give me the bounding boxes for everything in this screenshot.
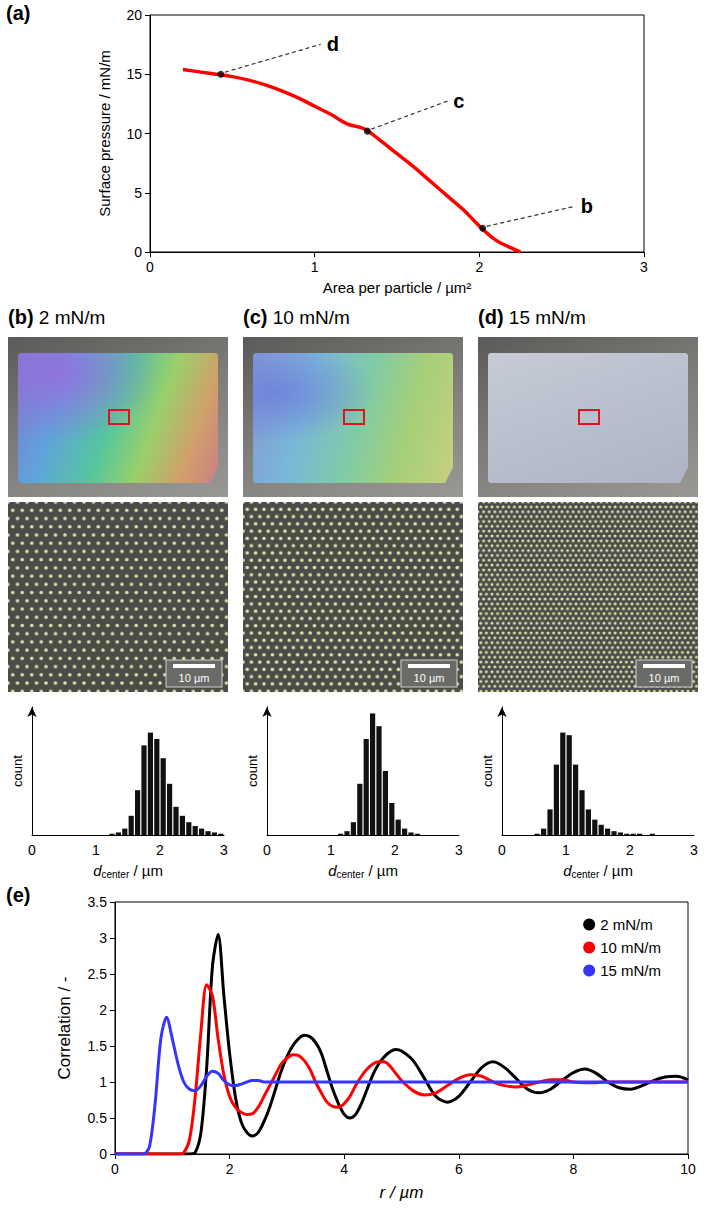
svg-text:0: 0	[498, 842, 506, 858]
svg-text:d: d	[563, 861, 572, 879]
svg-text:2: 2	[391, 842, 399, 858]
svg-text:count: count	[480, 755, 495, 787]
svg-text:8: 8	[570, 1161, 578, 1177]
svg-text:10 mN/m: 10 mN/m	[600, 939, 661, 956]
svg-text:3: 3	[99, 930, 107, 946]
svg-text:Area per particle / µm²: Area per particle / µm²	[323, 279, 472, 296]
svg-text:1: 1	[311, 259, 319, 275]
svg-text:10: 10	[126, 126, 142, 142]
svg-text:0: 0	[134, 244, 142, 260]
svg-text:count: count	[10, 755, 25, 787]
svg-text:0: 0	[28, 842, 36, 858]
svg-text:1: 1	[99, 1074, 107, 1090]
svg-text:d: d	[327, 33, 339, 55]
svg-text:3: 3	[640, 259, 648, 275]
html-text:(a): (a)	[6, 2, 31, 24]
svg-text:1: 1	[92, 842, 100, 858]
svg-text:0.5: 0.5	[88, 1110, 108, 1126]
svg-text:20: 20	[126, 7, 142, 23]
html-text:(c) 10 mN/m: (c) 10 mN/m	[243, 306, 350, 328]
svg-text:center: center	[336, 869, 364, 880]
svg-text:15: 15	[126, 66, 142, 82]
svg-text:2 mN/m: 2 mN/m	[600, 916, 653, 933]
html-text:(d) 15 mN/m: (d) 15 mN/m	[478, 306, 586, 328]
svg-text:0: 0	[146, 259, 154, 275]
svg-text:Surface pressure / mN/m: Surface pressure / mN/m	[96, 50, 113, 217]
svg-text:2: 2	[626, 842, 634, 858]
html-text:(b) 2 mN/m: (b) 2 mN/m	[8, 306, 106, 328]
svg-text:3: 3	[455, 842, 463, 858]
svg-text:r / µm: r / µm	[380, 1183, 424, 1202]
svg-text:10: 10	[680, 1161, 696, 1177]
svg-text:center: center	[571, 869, 599, 880]
svg-text:2: 2	[156, 842, 164, 858]
svg-text:c: c	[453, 90, 464, 112]
svg-text:/ µm: / µm	[129, 862, 163, 879]
svg-text:3: 3	[220, 842, 228, 858]
svg-text:2: 2	[99, 1002, 107, 1018]
svg-text:d: d	[93, 861, 102, 879]
svg-text:10 µm: 10 µm	[414, 672, 445, 684]
svg-text:1: 1	[562, 842, 570, 858]
svg-text:0: 0	[99, 1146, 107, 1162]
svg-text:10 µm: 10 µm	[649, 672, 680, 684]
svg-text:/ µm: / µm	[364, 862, 398, 879]
svg-text:Correlation / -: Correlation / -	[55, 977, 74, 1080]
svg-text:5: 5	[134, 185, 142, 201]
svg-text:d: d	[328, 861, 337, 879]
svg-text:count: count	[245, 755, 260, 787]
svg-text:center: center	[101, 869, 129, 880]
svg-text:b: b	[581, 195, 593, 217]
svg-text:1.5: 1.5	[88, 1038, 108, 1054]
svg-text:15 mN/m: 15 mN/m	[600, 962, 661, 979]
svg-text:10 µm: 10 µm	[179, 672, 210, 684]
svg-text:3: 3	[690, 842, 698, 858]
svg-text:/ µm: / µm	[599, 862, 633, 879]
svg-text:6: 6	[455, 1161, 463, 1177]
svg-text:0: 0	[263, 842, 271, 858]
svg-text:2: 2	[226, 1161, 234, 1177]
svg-text:2.5: 2.5	[88, 966, 108, 982]
svg-text:2: 2	[475, 259, 483, 275]
svg-text:0: 0	[111, 1161, 119, 1177]
svg-text:4: 4	[340, 1161, 348, 1177]
svg-text:1: 1	[327, 842, 335, 858]
svg-text:3.5: 3.5	[88, 894, 108, 910]
html-text:(e): (e)	[6, 884, 31, 906]
